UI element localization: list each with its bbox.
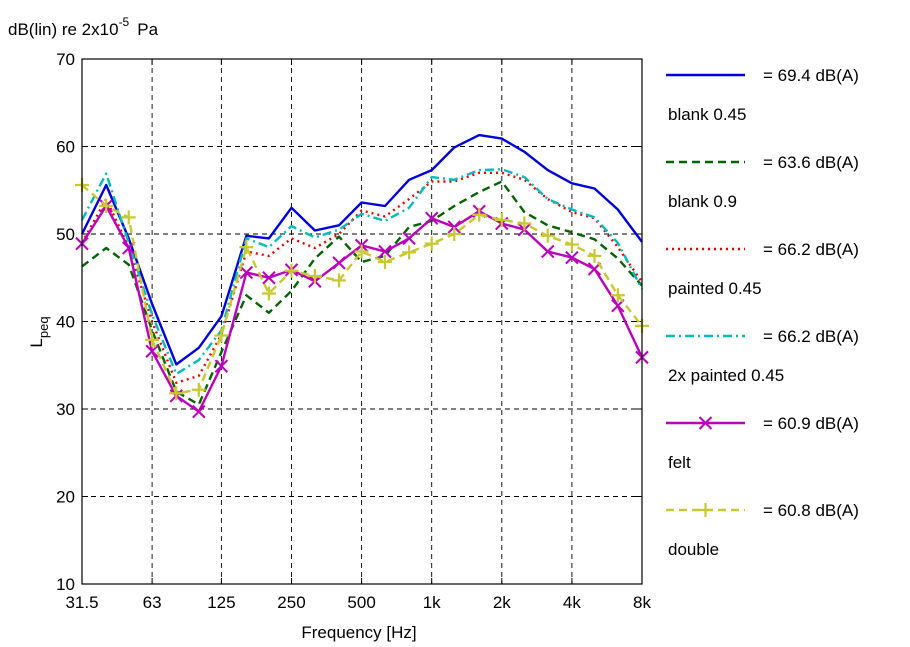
y-tick-label: 40 [56,313,75,332]
legend-series-name: double [668,540,719,559]
data-point-marker [169,386,184,401]
data-point-marker [587,262,602,276]
legend-series-name: painted 0.45 [668,279,762,298]
x-tick-label: 8k [633,593,651,612]
y-tick-label: 30 [56,400,75,419]
data-point-marker [424,236,439,251]
x-tick-label: 1k [423,593,441,612]
x-axis-label: Frequency [Hz] [301,623,416,642]
data-point-marker [610,288,625,303]
top-unit-label-text: dB(lin) re 2x10 [8,20,119,39]
y-tick-label: 10 [56,575,75,594]
data-point-marker [121,210,136,225]
data-point-marker [494,213,509,227]
y-tick-label: 60 [56,138,75,157]
legend-value: = 63.6 dB(A) [763,153,859,172]
y-tick-label: 20 [56,488,75,507]
legend-value: = 66.2 dB(A) [763,327,859,346]
data-point-marker [698,503,713,517]
y-axis-label: Lpeq [27,316,51,347]
x-tick-label: 63 [143,593,162,612]
data-point-marker [214,328,229,343]
data-point-marker [472,207,487,222]
y-tick-label: 70 [56,50,75,69]
data-point-marker [239,240,254,255]
data-point-marker [565,250,579,265]
top-unit-label-exponent: -5 [119,15,130,29]
legend: = 69.4 dB(A) blank 0.45 = 63.6 dB(A) blank … [666,66,859,559]
data-point-marker [698,416,713,430]
top-unit-label: dB(lin) re 2x10-5 Pa [8,15,159,39]
top-unit-label-unit: Pa [137,20,158,39]
data-point-marker [354,244,369,259]
data-point-marker [99,199,114,213]
series-line [80,168,644,376]
data-point-marker [447,227,462,241]
data-point-marker [377,255,392,269]
data-point-marker [261,286,276,301]
x-tick-label: 500 [347,593,375,612]
data-point-marker [239,265,254,280]
x-tick-labels: 31.5 63 125 250 500 1k 2k 4k 8k [65,593,651,612]
data-point-marker [307,269,322,283]
data-point-marker [378,244,392,259]
y-axis-label-subscript: peq [36,316,51,338]
data-point-marker [214,359,229,373]
data-point-marker [587,248,602,263]
data-point-marker [191,382,206,397]
y-axis-label-main: L [27,338,46,347]
legend-value: = 60.9 dB(A) [763,414,859,433]
data-point-marker [192,404,206,419]
series-line [80,204,644,413]
data-point-marker [332,256,346,270]
legend-value: = 69.4 dB(A) [763,66,859,85]
data-point-marker [402,245,417,260]
data-point-marker [332,273,347,288]
series-line [80,133,643,366]
data-point-marker [540,228,555,243]
y-tick-label: 50 [56,225,75,244]
series-2x-painted-0-45 [80,168,644,376]
x-tick-label: 31.5 [65,593,98,612]
series-lines [75,133,649,419]
data-point-marker [402,231,416,246]
grid [81,58,643,585]
x-tick-label: 250 [277,593,305,612]
data-point-marker [284,263,299,278]
series-blank-0-45 [80,133,643,366]
legend-series-name: 2x painted 0.45 [668,366,784,385]
legend-value: = 60.8 dB(A) [763,501,859,520]
x-tick-label: 125 [207,593,235,612]
legend-series-name: felt [668,453,691,472]
data-point-marker [517,216,532,231]
data-point-marker [424,211,439,225]
data-point-marker [145,344,159,358]
series-painted-0-45 [80,171,643,384]
y-tick-labels: 10 20 30 40 50 60 70 [56,50,75,594]
data-point-marker [541,244,555,259]
data-point-marker [262,271,276,285]
x-tick-label: 4k [563,593,581,612]
series-line [80,171,643,384]
plot-frame [81,58,643,585]
legend-series-name: blank 0.9 [668,192,737,211]
data-point-marker [564,237,579,252]
legend-series-name: blank 0.45 [668,105,746,124]
data-point-marker [145,332,160,347]
x-tick-label: 2k [493,593,511,612]
legend-value: = 66.2 dB(A) [763,240,859,259]
